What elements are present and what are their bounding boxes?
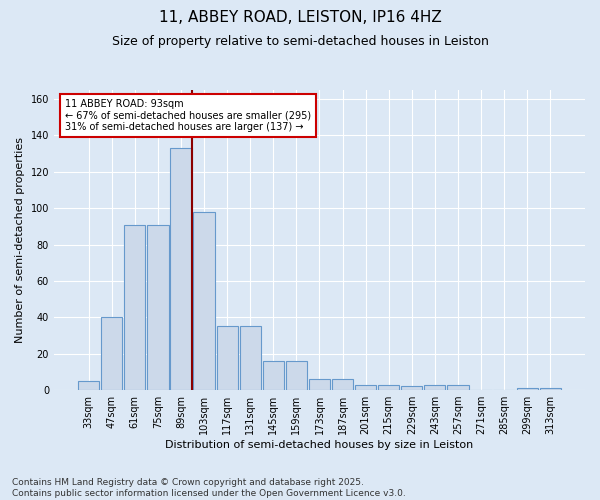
- Bar: [539, 388, 561, 390]
- Bar: [378, 384, 400, 390]
- Bar: [332, 379, 353, 390]
- Bar: [401, 386, 422, 390]
- Bar: [448, 384, 469, 390]
- Y-axis label: Number of semi-detached properties: Number of semi-detached properties: [15, 137, 25, 343]
- Bar: [309, 379, 330, 390]
- Bar: [517, 388, 538, 390]
- Bar: [193, 212, 215, 390]
- Bar: [170, 148, 191, 390]
- Text: 11, ABBEY ROAD, LEISTON, IP16 4HZ: 11, ABBEY ROAD, LEISTON, IP16 4HZ: [158, 10, 442, 25]
- Bar: [286, 361, 307, 390]
- Bar: [217, 326, 238, 390]
- Bar: [239, 326, 261, 390]
- Bar: [78, 381, 99, 390]
- Text: Contains HM Land Registry data © Crown copyright and database right 2025.
Contai: Contains HM Land Registry data © Crown c…: [12, 478, 406, 498]
- Bar: [355, 384, 376, 390]
- Bar: [124, 224, 145, 390]
- Bar: [101, 318, 122, 390]
- Bar: [424, 384, 445, 390]
- Bar: [147, 224, 169, 390]
- Text: Size of property relative to semi-detached houses in Leiston: Size of property relative to semi-detach…: [112, 35, 488, 48]
- Text: 11 ABBEY ROAD: 93sqm
← 67% of semi-detached houses are smaller (295)
31% of semi: 11 ABBEY ROAD: 93sqm ← 67% of semi-detac…: [65, 99, 311, 132]
- Bar: [263, 361, 284, 390]
- X-axis label: Distribution of semi-detached houses by size in Leiston: Distribution of semi-detached houses by …: [166, 440, 473, 450]
